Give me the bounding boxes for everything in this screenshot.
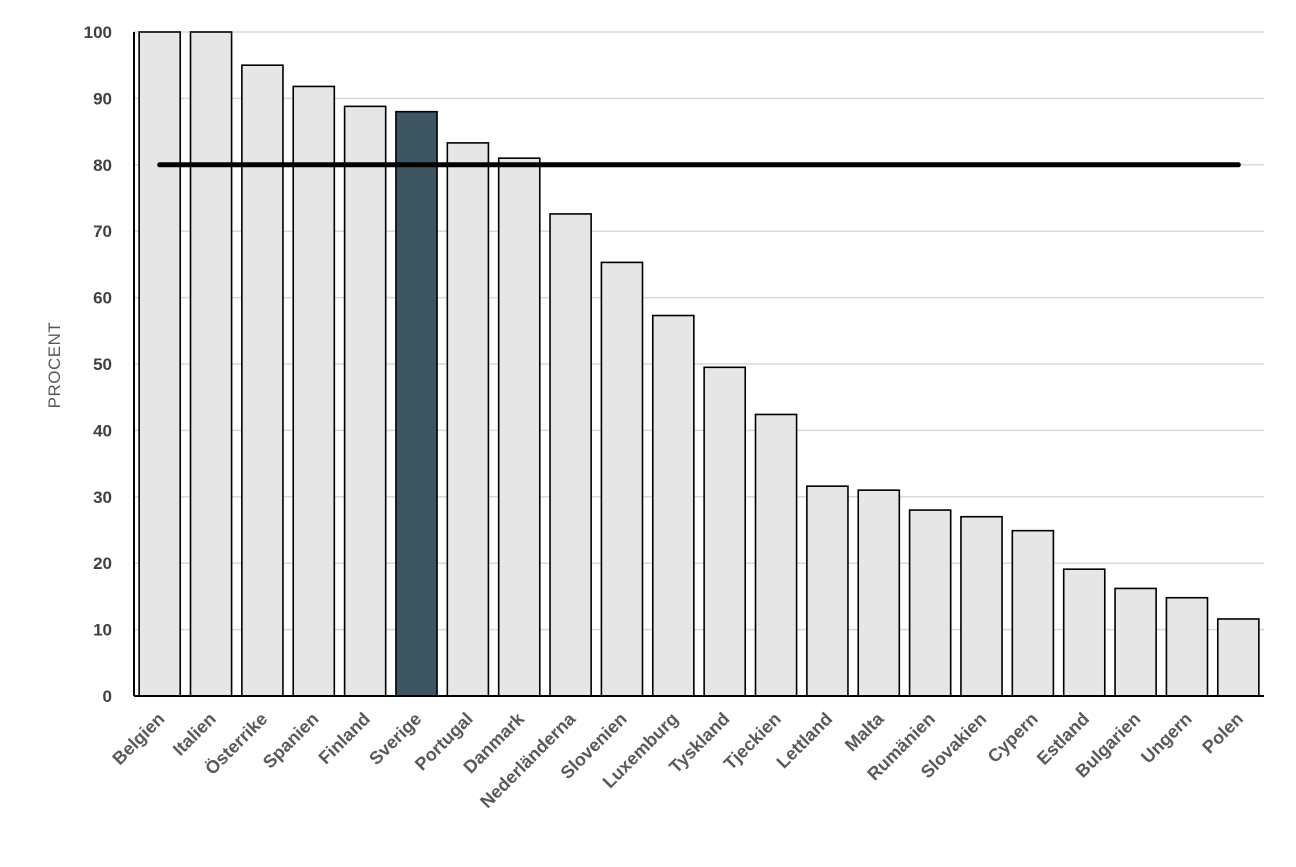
- bar-tjeckien: [754, 413, 798, 697]
- bar-italien: [189, 31, 233, 697]
- category-label: Italien: [169, 709, 220, 760]
- bar-malta: [857, 489, 901, 697]
- bar-ungern: [1165, 596, 1209, 697]
- bar-spanien: [292, 85, 336, 697]
- category-label: Belgien: [108, 709, 168, 769]
- y-tick-label: 60: [93, 289, 112, 308]
- y-tick-label: 90: [93, 89, 112, 108]
- y-tick-label: 70: [93, 222, 112, 241]
- bar-portugal: [446, 142, 490, 697]
- y-tick-label: 80: [93, 156, 112, 175]
- y-tick-label: 50: [93, 355, 112, 374]
- bar-belgien: [138, 31, 182, 697]
- category-label: Ungern: [1137, 709, 1196, 768]
- bar-slovenien: [600, 261, 644, 697]
- bar-estland: [1062, 568, 1106, 697]
- category-label: Finland: [315, 709, 374, 768]
- bar-österrike: [241, 64, 284, 697]
- y-tick-label: 100: [84, 23, 112, 42]
- category-label: Cypern: [984, 709, 1042, 767]
- category-labels: Belgien ItalienÖsterrikeSpanienFinlandSve…: [108, 708, 1247, 812]
- bar-rumänien: [908, 509, 952, 697]
- category-label: Polen: [1198, 709, 1247, 758]
- category-label: Malta: [841, 708, 888, 755]
- bar-cypern: [1011, 529, 1055, 697]
- bar-polen: [1216, 618, 1260, 697]
- y-tick-label: 0: [103, 687, 112, 706]
- y-tick-label: 40: [93, 421, 112, 440]
- y-tick-label: 30: [93, 488, 112, 507]
- y-axis-title: PROCENT: [45, 322, 64, 409]
- category-label: Spanien: [259, 709, 323, 773]
- bar-bulgarien: [1114, 587, 1157, 697]
- bar-nederländerna: [549, 213, 592, 697]
- bar-luxemburg: [651, 314, 695, 697]
- y-tick-label: 10: [93, 621, 112, 640]
- category-label: Tjeckien: [720, 709, 785, 774]
- bar-tyskland: [703, 366, 747, 697]
- category-label: Lettland: [773, 709, 837, 773]
- y-tick-label: 20: [93, 554, 112, 573]
- y-tick-labels: 0 10 20 30 40 50 60 70 80 90 100: [84, 23, 112, 706]
- bar-slovakien: [960, 515, 1003, 697]
- bar-danmark: [497, 157, 541, 697]
- bar-lettland: [806, 485, 849, 697]
- bar-finland: [343, 105, 387, 697]
- bar-sverige: [395, 110, 438, 697]
